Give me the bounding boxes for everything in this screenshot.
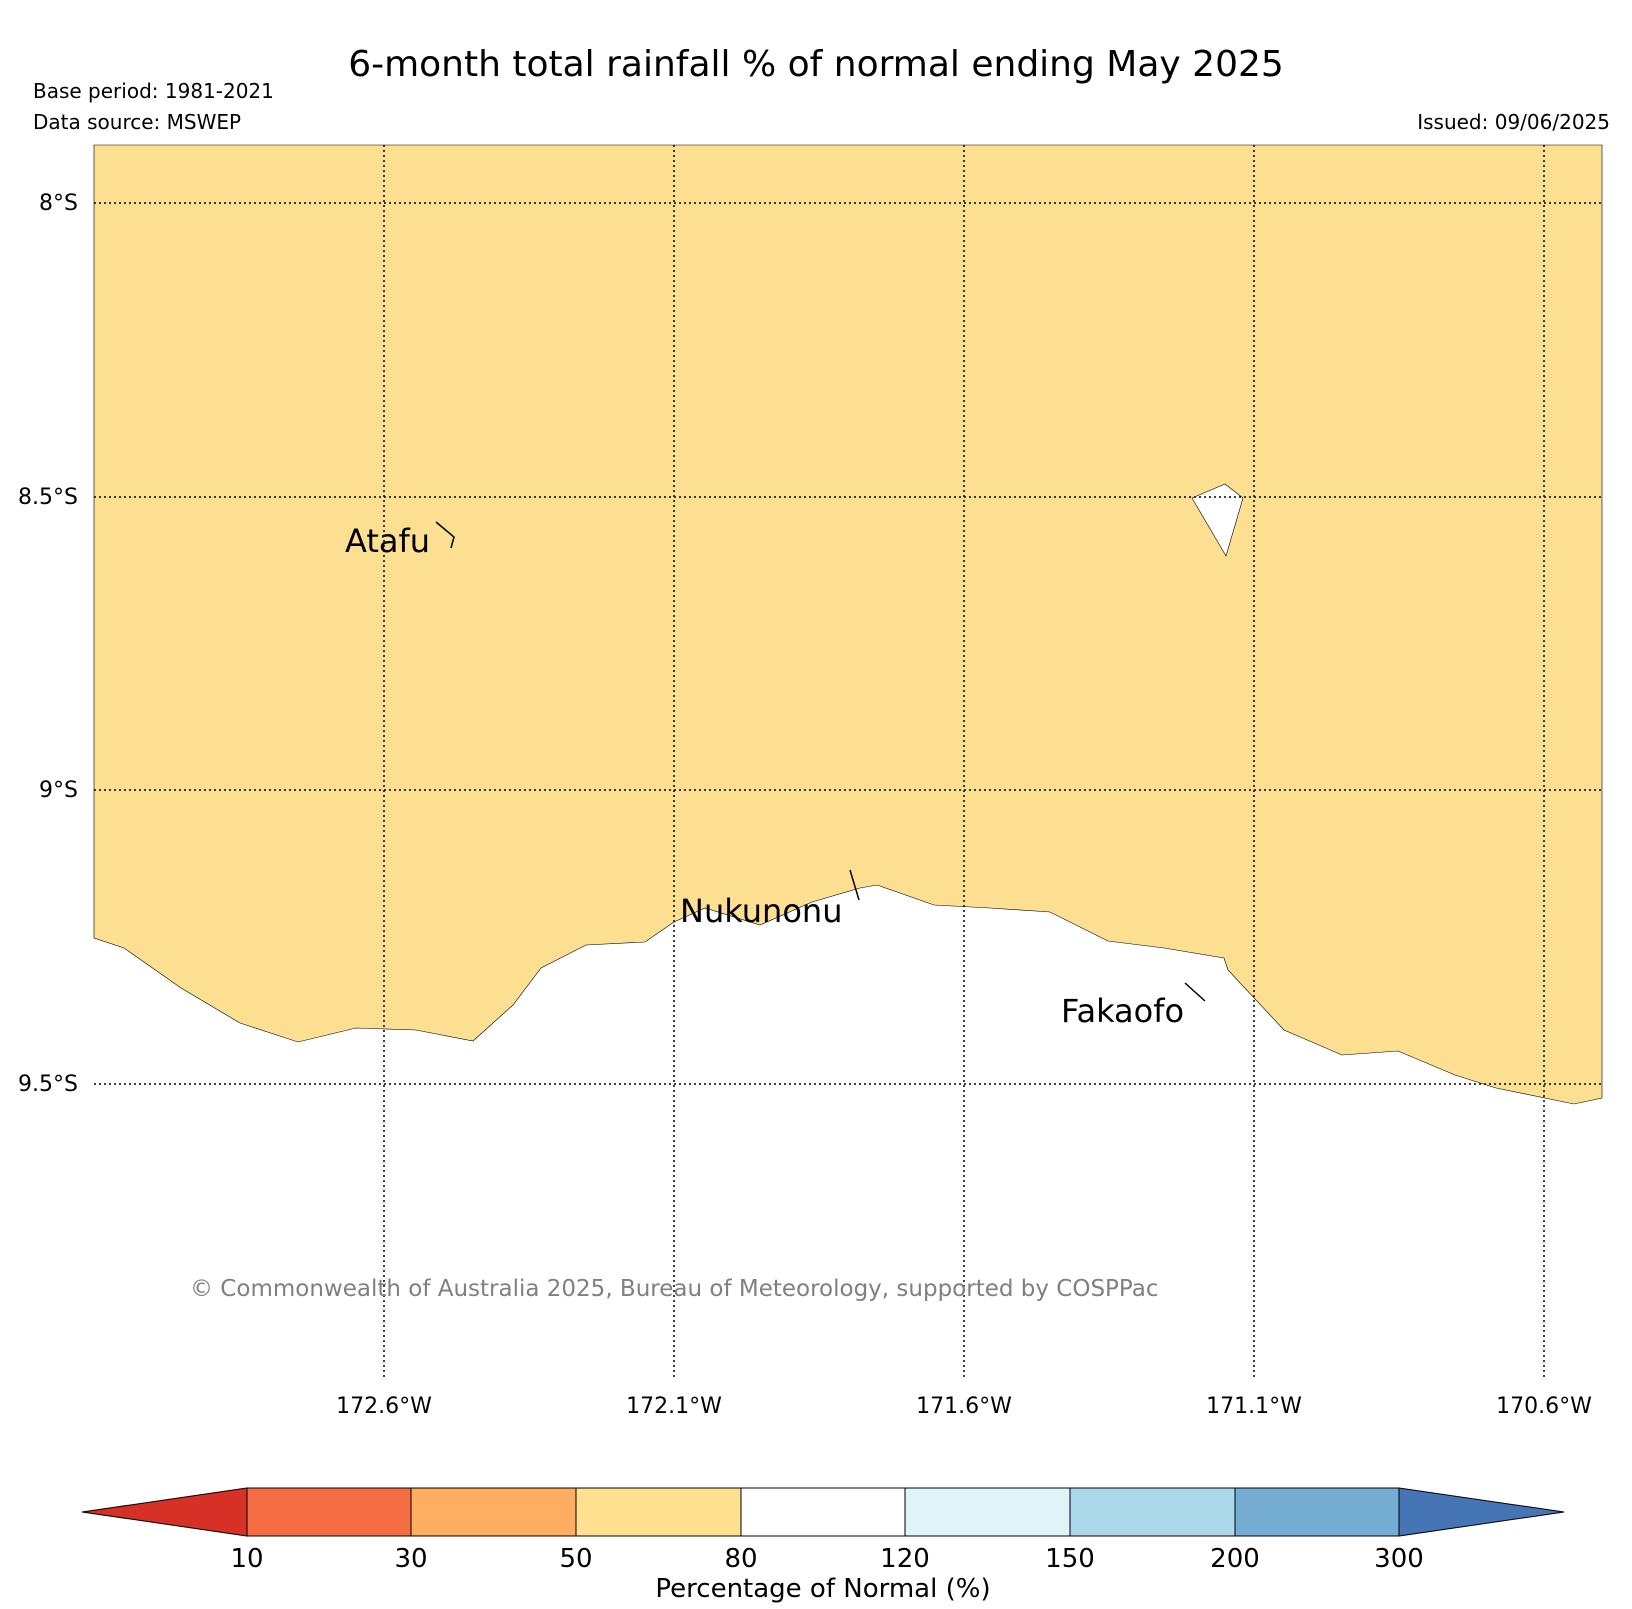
dry-region-50-80 bbox=[93, 144, 1603, 1105]
colorbar-extend-low bbox=[81, 1487, 248, 1537]
colorbar bbox=[81, 1487, 1565, 1537]
data-source-label: Data source: MSWEP bbox=[33, 110, 242, 134]
colorbar-tick-label: 300 bbox=[1374, 1544, 1424, 1574]
lon-label: 171.6°W bbox=[916, 1394, 1012, 1419]
lat-label: 8°S bbox=[39, 191, 78, 216]
colorbar-tick-label: 30 bbox=[394, 1544, 427, 1574]
place-label-atafu: Atafu bbox=[345, 522, 430, 560]
coastlines bbox=[435, 521, 1206, 1002]
colorbar-tick-label: 10 bbox=[230, 1544, 263, 1574]
base-period-label: Base period: 1981-2021 bbox=[33, 79, 274, 103]
copyright-notice: © Commonwealth of Australia 2025, Bureau… bbox=[190, 1276, 1159, 1302]
place-label-fakaofo: Fakaofo bbox=[1061, 992, 1184, 1030]
colorbar-segment-30-50 bbox=[410, 1487, 577, 1537]
lon-label: 172.1°W bbox=[626, 1394, 722, 1419]
colorbar-segment-200-300 bbox=[1234, 1487, 1400, 1537]
chart-title: 6-month total rainfall % of normal endin… bbox=[348, 44, 1284, 85]
colorbar-segment-150-200 bbox=[1069, 1487, 1236, 1537]
colorbar-segment-50-80 bbox=[575, 1487, 742, 1537]
normal-region-pocket bbox=[1191, 483, 1244, 557]
fakaofo-coastline bbox=[1184, 982, 1206, 1002]
lon-label: 170.6°W bbox=[1496, 1394, 1592, 1419]
colorbar-extend-high bbox=[1398, 1487, 1565, 1537]
nukunonu-coastline bbox=[849, 869, 860, 901]
colorbar-tick-label: 150 bbox=[1045, 1544, 1095, 1574]
lat-label: 8.5°S bbox=[18, 485, 78, 510]
colorbar-segment-120-150 bbox=[904, 1487, 1071, 1537]
colorbar-segment-10-30 bbox=[246, 1487, 412, 1537]
atafu-coastline bbox=[435, 521, 455, 549]
place-label-nukunonu: Nukunonu bbox=[680, 892, 842, 930]
colorbar-tick-label: 50 bbox=[559, 1544, 592, 1574]
graticule bbox=[94, 145, 1602, 1380]
issued-date-label: Issued: 09/06/2025 bbox=[1417, 110, 1610, 134]
lon-label: 171.1°W bbox=[1206, 1394, 1302, 1419]
colorbar-segment-80-120 bbox=[740, 1487, 906, 1537]
lon-label: 172.6°W bbox=[336, 1394, 432, 1419]
lat-label: 9°S bbox=[39, 778, 78, 803]
colorbar-tick-label: 200 bbox=[1210, 1544, 1260, 1574]
colorbar-title: Percentage of Normal (%) bbox=[655, 1574, 990, 1604]
colorbar-tick-label: 120 bbox=[880, 1544, 930, 1574]
colorbar-tick-label: 80 bbox=[724, 1544, 757, 1574]
lat-label: 9.5°S bbox=[18, 1072, 78, 1097]
